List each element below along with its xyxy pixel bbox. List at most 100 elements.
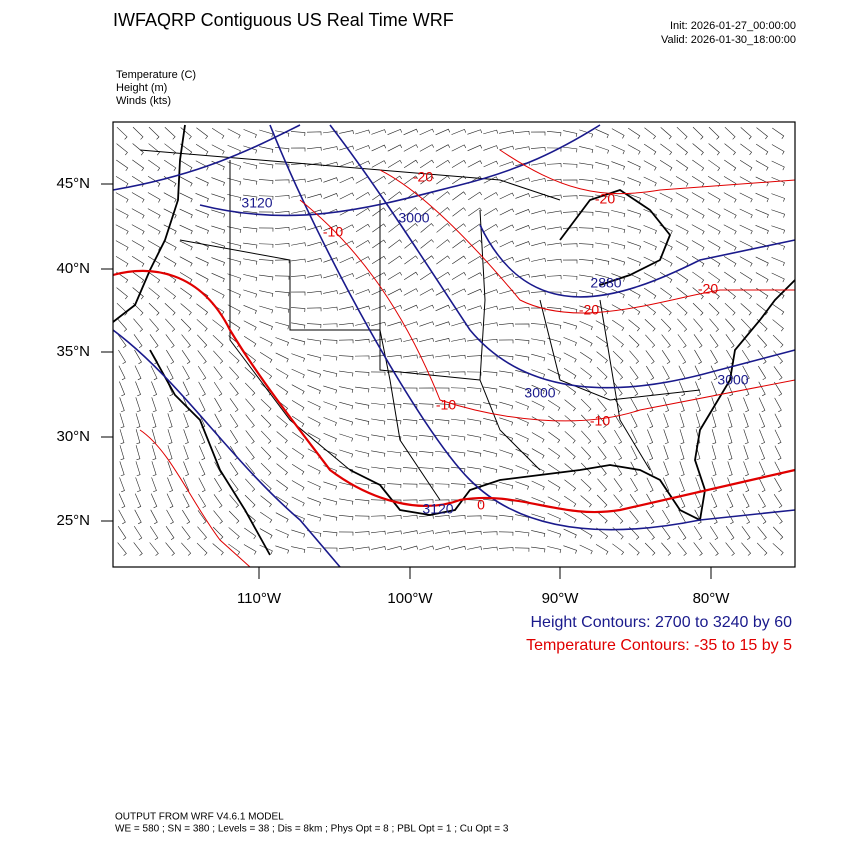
wind-barb [119, 429, 125, 444]
wind-barb [259, 336, 273, 347]
wind-barb [531, 338, 546, 345]
wind-barb [290, 131, 306, 137]
wind-barb [483, 339, 498, 343]
wind-barb [243, 289, 258, 298]
wind-barb [371, 321, 386, 327]
wind-barb [562, 243, 578, 248]
wind-barb [515, 225, 531, 231]
wind-barb [611, 193, 626, 202]
wind-barb [580, 462, 592, 476]
wind-barb [597, 414, 607, 428]
wind-barb [403, 304, 419, 312]
wind-barb [451, 530, 466, 535]
wind-barb [531, 384, 545, 395]
wind-barb [118, 509, 126, 525]
wind-barb [531, 178, 546, 182]
wind-barb [198, 397, 206, 413]
wind-barb [339, 256, 355, 264]
wind-barb [183, 461, 189, 477]
wind-barb [710, 509, 718, 525]
wind-barb [515, 130, 530, 135]
wind-barb [662, 509, 671, 525]
wind-barb [435, 144, 451, 152]
wind-barb [483, 176, 499, 184]
wind-barb [195, 256, 209, 267]
wind-barb [691, 176, 705, 187]
wind-barb [759, 429, 765, 445]
wind-barb [322, 323, 338, 328]
wind-barb [645, 526, 655, 540]
wind-barb [307, 274, 322, 279]
wind-barb [645, 510, 655, 525]
wind-barb [660, 287, 673, 300]
wind-barb [115, 240, 129, 251]
wind-barb [275, 545, 290, 554]
wind-barb [595, 194, 610, 201]
wind-barb [306, 131, 322, 136]
wind-barb [676, 143, 688, 156]
wind-barb [323, 417, 337, 426]
wind-barb [531, 353, 546, 362]
wind-barb [695, 381, 701, 397]
temperature-legend: Temperature Contours: -35 to 15 by 5 [526, 637, 792, 654]
wind-barb [435, 304, 451, 312]
wind-barb [613, 478, 623, 492]
wind-barb [151, 477, 157, 493]
wind-barb [531, 258, 546, 262]
wind-barb [291, 415, 305, 427]
wind-barb [726, 493, 734, 509]
wind-barb [451, 129, 467, 135]
wind-barb [229, 366, 240, 380]
wind-barb [725, 318, 736, 332]
wind-barb [276, 431, 288, 444]
wind-barb [758, 381, 766, 397]
wind-barb [258, 195, 274, 200]
wind-barb [434, 403, 450, 408]
wind-barb [339, 306, 354, 311]
wind-barb [755, 160, 769, 171]
wind-barb [451, 338, 466, 343]
wind-barb [243, 162, 258, 170]
wind-barb [149, 525, 159, 541]
wind-barb [403, 288, 419, 296]
wind-barb [118, 349, 127, 365]
wind-barb [675, 224, 689, 235]
wind-barb [182, 365, 190, 381]
wind-barb [371, 160, 387, 168]
wind-barb [371, 434, 386, 441]
wind-barb [196, 127, 209, 140]
lon-label: 100°W [387, 590, 433, 607]
wind-barb [149, 542, 159, 556]
wind-barb [197, 526, 207, 540]
wind-barb [402, 387, 418, 392]
wind-barb [483, 207, 499, 216]
wind-barb [691, 208, 705, 219]
wind-barb [709, 334, 719, 348]
wind-barb [291, 384, 305, 395]
wind-barb [213, 350, 224, 364]
wind-barb [645, 350, 655, 364]
wind-barb [227, 304, 241, 315]
wind-barb [354, 515, 370, 520]
wind-barb [483, 223, 499, 232]
wind-barb [388, 191, 402, 201]
wind-barb [579, 259, 594, 265]
wind-barb [755, 176, 769, 187]
wind-barb [643, 287, 657, 299]
wind-barb [758, 477, 766, 493]
wind-barb [164, 143, 176, 156]
wind-barb [355, 434, 370, 442]
wind-barb [676, 302, 688, 316]
wind-barb [339, 192, 355, 200]
wind-barb [227, 257, 242, 266]
wind-barb [183, 429, 189, 445]
wind-barb [597, 430, 607, 444]
wind-barb [132, 143, 144, 156]
wind-barb [147, 176, 161, 187]
wind-barb [515, 385, 530, 394]
wind-barb [711, 461, 717, 477]
wind-barb [180, 318, 192, 332]
wind-barb [291, 400, 305, 411]
wind-barb [370, 387, 386, 393]
wind-barb [387, 159, 403, 168]
